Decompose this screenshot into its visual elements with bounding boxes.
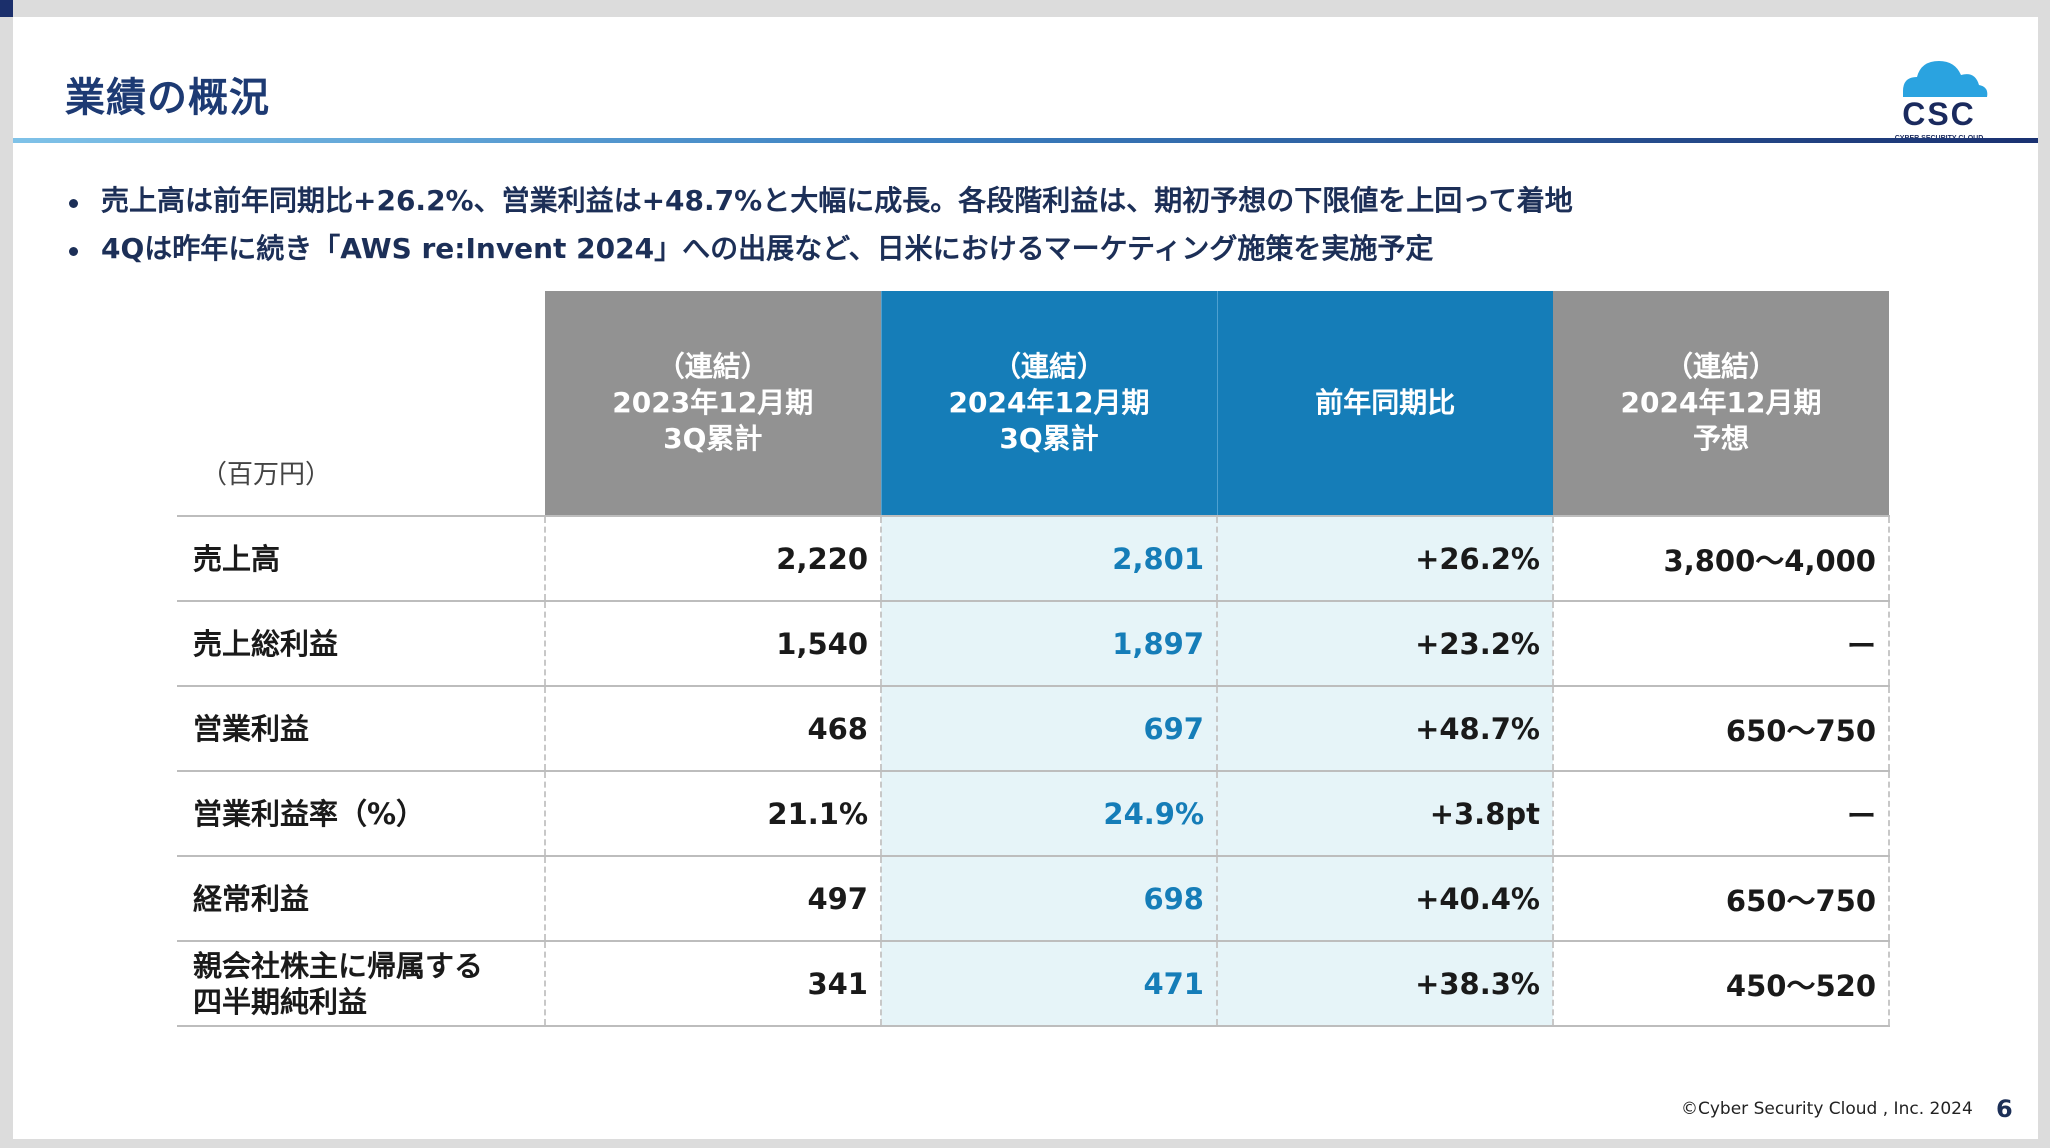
prev-value: 1,540 [544,601,881,687]
table-row: 営業利益率（%） 21.1% 24.9% +3.8pt ー [177,771,1890,857]
row-label: 売上高 [177,515,545,602]
forecast-value: ー [1552,601,1890,687]
forecast-value: ー [1552,771,1890,857]
forecast-value: 3,800～4,000 [1552,515,1890,602]
row-label: 営業利益率（%） [177,771,545,857]
summary-bullet: 売上高は前年同期比+26.2%、営業利益は+48.7%と大幅に成長。各段階利益は… [65,177,1573,225]
summary-bullet: 4Qは昨年に続き「AWS re:Invent 2024」への出展など、日米におけ… [65,225,1573,273]
current-value: 1,897 [880,601,1217,687]
results-table: （百万円） （連結） 2023年12月期 3Q累計 （連結） 2024年12月期… [177,291,1890,1027]
csc-logo: CSC CYBER SECURITY CLOUD [1887,61,1991,142]
corner-mark [0,0,13,17]
yoy-value: +40.4% [1216,856,1553,942]
current-value: 471 [880,941,1217,1027]
table-row: 営業利益 468 697 +48.7% 650～750 [177,686,1890,772]
title-divider [13,138,2038,143]
logo-text: CSC [1902,96,1976,132]
row-label: 親会社株主に帰属する 四半期純利益 [177,941,545,1027]
copyright: ©Cyber Security Cloud , Inc. 2024 [1681,1099,1973,1119]
yoy-value: +26.2% [1216,515,1553,602]
yoy-value: +38.3% [1216,941,1553,1027]
column-header-yoy: 前年同期比 [1216,291,1553,516]
table-row: 経常利益 497 698 +40.4% 650～750 [177,856,1890,942]
current-value: 697 [880,686,1217,772]
current-value: 2,801 [880,515,1217,602]
prev-value: 341 [544,941,881,1027]
slide: 業績の概況 CSC CYBER SECURITY CLOUD 売上高は前年同期比… [13,17,2038,1139]
forecast-value: 650～750 [1552,856,1890,942]
row-label: 売上総利益 [177,601,545,687]
yoy-value: +48.7% [1216,686,1553,772]
prev-value: 497 [544,856,881,942]
current-value: 24.9% [880,771,1217,857]
yoy-value: +3.8pt [1216,771,1553,857]
table-row: 売上総利益 1,540 1,897 +23.2% ー [177,601,1890,687]
page-number: 6 [1996,1095,2013,1123]
unit-label: （百万円） [177,291,545,516]
forecast-value: 650～750 [1552,686,1890,772]
current-value: 698 [880,856,1217,942]
column-header-current-3q: （連結） 2024年12月期 3Q累計 [880,291,1217,516]
column-header-prev-3q: （連結） 2023年12月期 3Q累計 [545,291,881,516]
yoy-value: +23.2% [1216,601,1553,687]
prev-value: 468 [544,686,881,772]
row-label: 経常利益 [177,856,545,942]
prev-value: 21.1% [544,771,881,857]
summary-bullets: 売上高は前年同期比+26.2%、営業利益は+48.7%と大幅に成長。各段階利益は… [65,177,1573,273]
forecast-value: 450～520 [1552,941,1890,1027]
page-title: 業績の概況 [65,75,270,121]
column-header-forecast: （連結） 2024年12月期 予想 [1553,291,1889,516]
table-row: 売上高 2,220 2,801 +26.2% 3,800～4,000 [177,515,1890,602]
table-row: 親会社株主に帰属する 四半期純利益 341 471 +38.3% 450～520 [177,941,1890,1027]
prev-value: 2,220 [544,515,881,602]
row-label: 営業利益 [177,686,545,772]
